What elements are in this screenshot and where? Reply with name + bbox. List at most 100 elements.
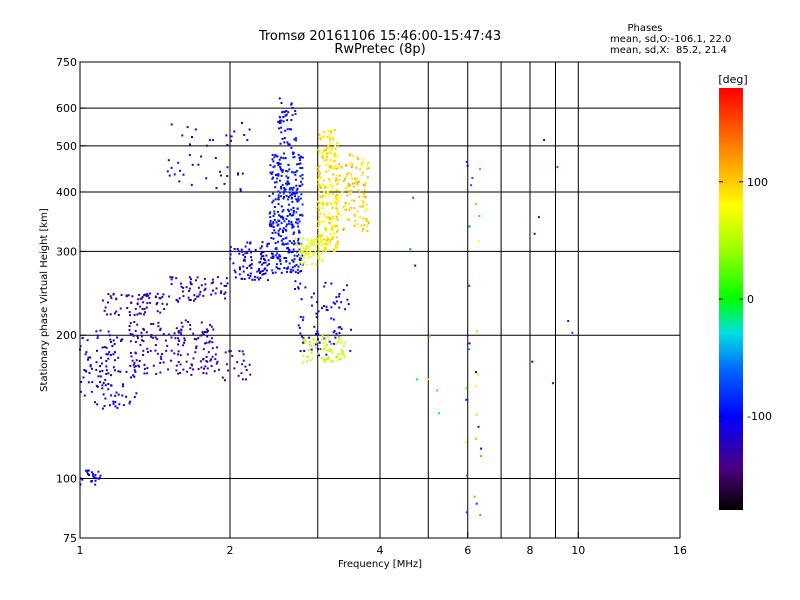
data-point [283, 257, 286, 259]
data-point [84, 469, 87, 472]
data-point [139, 312, 142, 315]
data-point [241, 172, 244, 175]
data-point [323, 185, 326, 188]
data-point [353, 199, 356, 202]
data-point [319, 234, 322, 237]
data-point [301, 237, 304, 240]
data-point [318, 177, 321, 180]
data-point [180, 333, 183, 336]
data-point [272, 257, 275, 259]
data-point [348, 154, 351, 157]
data-point [310, 255, 313, 258]
data-point [337, 167, 340, 170]
data-point [129, 351, 132, 354]
data-point [331, 236, 334, 239]
data-point [248, 363, 251, 366]
data-point [94, 479, 97, 482]
data-point [328, 165, 331, 167]
data-point [356, 223, 359, 226]
data-point [298, 229, 301, 232]
data-point [220, 290, 223, 293]
data-point [286, 246, 289, 249]
data-point [244, 365, 247, 368]
data-point [182, 173, 185, 176]
data-point [270, 173, 273, 176]
data-point [110, 394, 113, 397]
data-point [479, 514, 482, 517]
data-point [229, 350, 232, 353]
data-point [189, 299, 192, 301]
data-point [348, 202, 350, 205]
data-point [324, 247, 326, 249]
data-point [282, 197, 285, 200]
data-point [323, 226, 326, 229]
data-point [245, 369, 248, 371]
data-point [319, 172, 322, 175]
data-point [146, 347, 149, 350]
data-point [321, 334, 324, 337]
data-point [203, 289, 206, 292]
data-point [261, 273, 264, 276]
data-point [271, 272, 274, 275]
data-point [146, 372, 149, 375]
data-point [180, 328, 183, 331]
data-point [317, 220, 320, 223]
data-point [356, 184, 359, 187]
data-point [325, 308, 328, 311]
data-point [94, 473, 97, 476]
data-point [211, 355, 214, 358]
data-point [89, 364, 92, 367]
data-point [327, 191, 330, 194]
data-point [475, 413, 478, 416]
data-point [295, 184, 298, 187]
data-point [317, 310, 320, 313]
data-point [276, 210, 279, 213]
data-point [336, 155, 339, 158]
data-point [248, 277, 251, 280]
data-point [97, 470, 100, 473]
data-point [179, 282, 182, 285]
data-point [191, 136, 193, 138]
data-point [296, 163, 298, 166]
data-point [87, 358, 89, 361]
data-point [286, 119, 289, 122]
data-point [156, 301, 159, 304]
data-point [215, 187, 218, 189]
data-point [317, 348, 320, 351]
data-point [277, 232, 280, 235]
data-point [308, 241, 311, 244]
data-point [294, 192, 297, 195]
data-point [291, 223, 294, 226]
data-point [258, 268, 261, 270]
data-point [318, 247, 321, 250]
data-point [134, 329, 137, 332]
data-point [170, 359, 173, 362]
data-point [292, 186, 295, 189]
data-point [288, 222, 290, 225]
data-point [279, 168, 282, 170]
data-point [175, 327, 178, 330]
data-point [248, 128, 251, 131]
data-point [226, 166, 229, 169]
data-point [324, 215, 327, 218]
data-point [362, 183, 365, 186]
data-point [329, 180, 332, 183]
data-point [325, 241, 328, 244]
data-point [183, 339, 186, 342]
data-point [476, 330, 479, 333]
data-point [136, 335, 139, 338]
data-point [307, 348, 310, 351]
data-point [300, 180, 302, 183]
data-point [294, 178, 297, 181]
data-point [366, 230, 369, 232]
data-point [280, 174, 283, 177]
data-point [154, 349, 157, 352]
data-point [292, 225, 295, 228]
data-point [182, 286, 185, 289]
data-point [279, 163, 282, 166]
data-point [238, 252, 241, 255]
data-point [183, 341, 186, 344]
data-point [336, 189, 339, 192]
data-point [181, 325, 184, 328]
x-tick-label: 4 [377, 544, 384, 557]
